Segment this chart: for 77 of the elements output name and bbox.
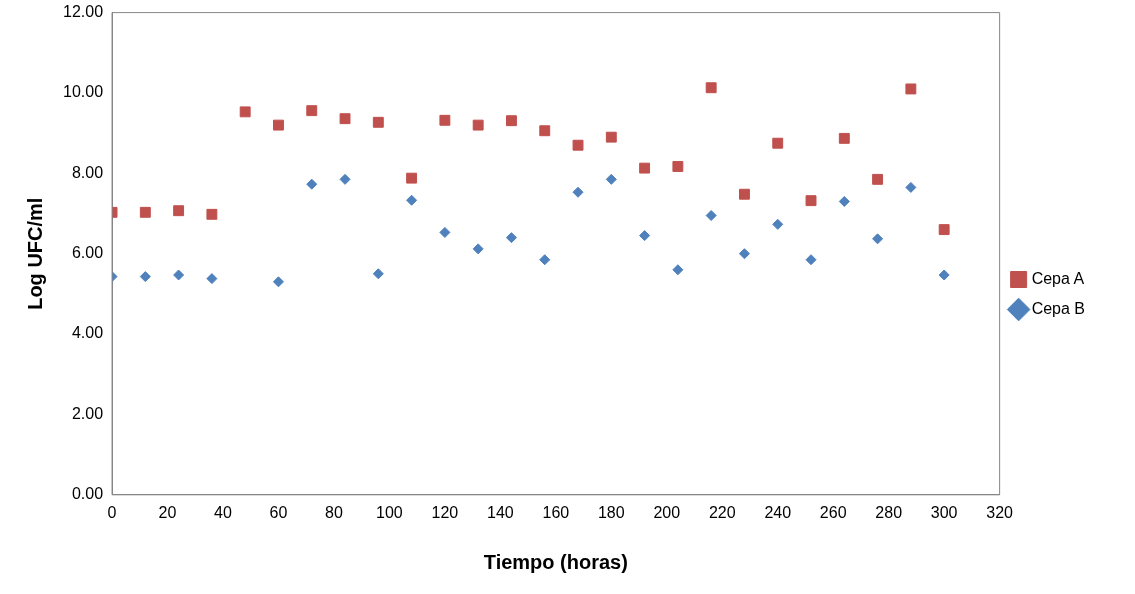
y-tick-label: 12.00 [62, 3, 104, 21]
point [738, 248, 750, 260]
point [572, 139, 584, 151]
point [838, 195, 850, 207]
point [239, 106, 251, 118]
point [306, 178, 318, 190]
x-tick-label: 160 [542, 503, 570, 521]
point [872, 233, 884, 245]
point [705, 210, 717, 222]
point [639, 230, 651, 242]
x-tick-label: 60 [269, 503, 288, 521]
point [439, 114, 451, 126]
point [372, 116, 384, 128]
point [938, 224, 950, 236]
point [372, 268, 384, 280]
point [273, 119, 284, 131]
point [572, 186, 584, 198]
y-tick-label: 4.00 [71, 324, 104, 342]
point [672, 161, 684, 172]
legend-label: Cepa A [1031, 269, 1085, 287]
x-tick-label: 20 [158, 503, 177, 521]
point [805, 195, 817, 207]
point [472, 243, 484, 255]
point [605, 131, 617, 143]
legend-label: Cepa B [1031, 299, 1086, 317]
point [139, 206, 151, 218]
point [173, 269, 185, 281]
x-tick-label: 300 [930, 503, 958, 521]
x-tick-label: 100 [376, 503, 403, 521]
point [272, 276, 284, 288]
y-tick-label: 2.00 [71, 404, 104, 422]
point [605, 173, 617, 185]
point [472, 119, 484, 131]
point [539, 125, 551, 137]
y-tick-label: 0.00 [71, 485, 104, 503]
point [506, 115, 517, 127]
x-tick-label: 0 [107, 503, 117, 521]
point [306, 105, 318, 117]
point [938, 269, 950, 281]
point [872, 173, 884, 185]
point [905, 83, 917, 95]
point [739, 188, 750, 200]
point [838, 132, 850, 144]
point [639, 162, 651, 174]
point [672, 264, 684, 276]
x-tick-label: 120 [431, 503, 459, 521]
point [406, 172, 418, 184]
point [539, 254, 551, 266]
point [339, 113, 351, 125]
y-tick-label: 8.00 [71, 163, 104, 181]
point [173, 205, 185, 217]
x-tick-label: 240 [764, 503, 792, 521]
x-tick-label: 200 [653, 503, 681, 521]
point [805, 254, 817, 266]
point [206, 273, 218, 285]
point [905, 181, 917, 193]
point [439, 226, 451, 238]
x-tick-label: 80 [325, 503, 343, 521]
point [406, 194, 418, 206]
y-axis-title: Log UFC/ml [23, 197, 46, 310]
point [505, 232, 517, 244]
point [339, 173, 351, 185]
x-tick-label: 280 [875, 503, 903, 521]
x-axis-title: Tiempo (horas) [483, 550, 628, 573]
x-tick-label: 260 [819, 503, 847, 521]
point [139, 271, 151, 283]
point [772, 137, 784, 149]
point [206, 208, 218, 220]
y-tick-label: 6.00 [71, 244, 104, 262]
point [772, 218, 784, 230]
y-tick-label: 10.00 [62, 83, 104, 101]
x-tick-label: 220 [708, 503, 736, 521]
x-tick-label: 180 [597, 503, 625, 521]
x-tick-label: 40 [214, 503, 232, 521]
x-tick-label: 320 [986, 503, 1014, 521]
point [705, 82, 717, 94]
x-tick-label: 140 [487, 503, 514, 521]
